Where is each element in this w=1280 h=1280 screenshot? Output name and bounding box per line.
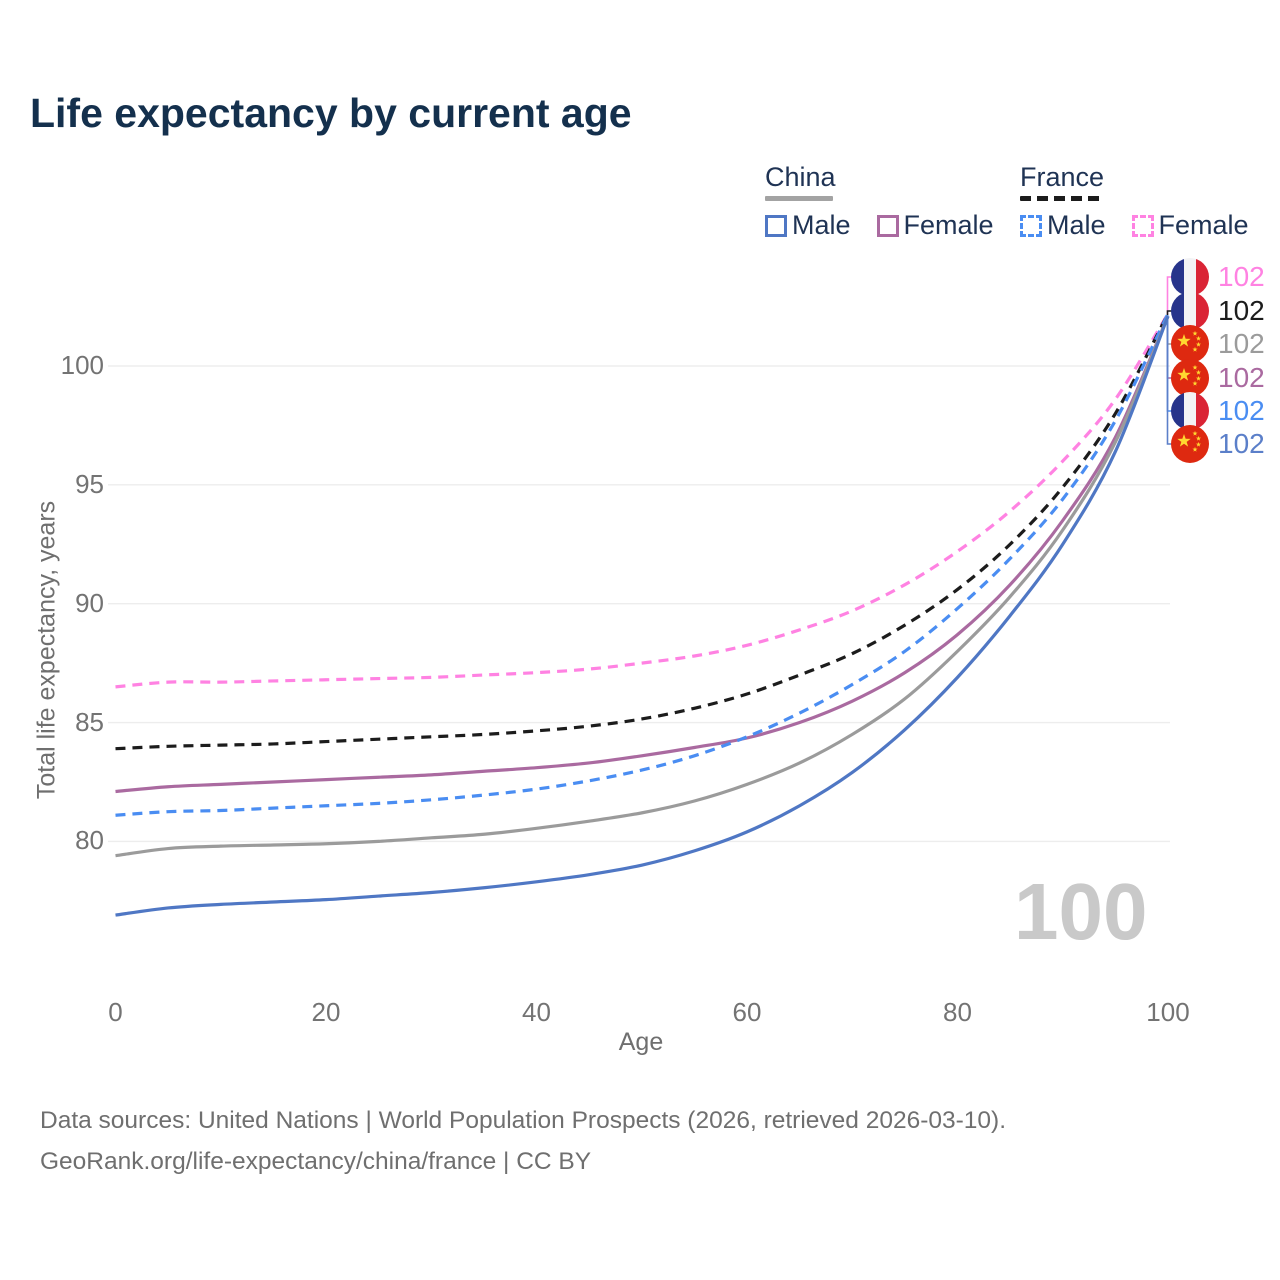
line-china-both xyxy=(115,315,1170,858)
x-tick-label: 80 xyxy=(943,997,972,1027)
y-axis-title: Total life expectancy, years xyxy=(32,500,61,800)
france-flag-icon xyxy=(1171,392,1209,430)
end-label-france-female: 102 xyxy=(1171,258,1265,296)
legend-item-france-female[interactable]: Female xyxy=(1131,210,1249,241)
china-male-checkbox-icon[interactable] xyxy=(765,214,787,237)
end-label-france-both: 102 xyxy=(1171,292,1265,330)
end-label-china-male: 102 xyxy=(1171,425,1265,463)
end-label-china-both: 102 xyxy=(1171,325,1265,363)
legend-item-china-male[interactable]: Male xyxy=(765,210,851,241)
leader-line-1 xyxy=(1166,310,1172,315)
footer: Data sources: United Nations | World Pop… xyxy=(40,1100,1006,1182)
france-flag-icon xyxy=(1171,258,1209,296)
end-label-value: 102 xyxy=(1218,395,1265,426)
footer-attribution: GeoRank.org/life-expectancy/china/france… xyxy=(40,1148,592,1175)
y-tick-label: 90 xyxy=(75,587,104,618)
x-tick-label: 20 xyxy=(311,997,341,1027)
page-title: Life expectancy by current age xyxy=(30,90,632,136)
legend-item-china-female[interactable]: Female xyxy=(876,210,994,241)
china-flag-icon xyxy=(1171,359,1209,397)
legend-france-label: France xyxy=(1020,162,1105,192)
line-china-male xyxy=(115,315,1170,917)
y-tick-label: 100 xyxy=(60,350,104,380)
legend-item-france-male[interactable]: Male xyxy=(1020,210,1106,241)
end-label-france-male: 102 xyxy=(1171,392,1265,430)
leader-line-0 xyxy=(1166,276,1172,315)
legend-group-france: France Male Female xyxy=(1020,162,1249,241)
x-tick-label: 40 xyxy=(522,997,551,1027)
end-label-china-female: 102 xyxy=(1171,359,1265,397)
legend-item-label: Male xyxy=(792,210,851,240)
legend-group-china: China Male Female xyxy=(765,162,994,241)
china-female-checkbox-icon[interactable] xyxy=(876,214,899,237)
end-label-value: 102 xyxy=(1218,261,1265,292)
france-flag-icon xyxy=(1171,292,1209,330)
age-counter-watermark: 100 xyxy=(1014,867,1148,956)
line-france-both xyxy=(115,312,1170,751)
end-label-value: 102 xyxy=(1218,362,1265,393)
china-flag-icon xyxy=(1171,425,1209,463)
legend-item-label: Male xyxy=(1047,210,1106,240)
france-male-checkbox-icon[interactable] xyxy=(1020,214,1042,237)
x-axis-title: Age xyxy=(618,1028,664,1056)
end-label-value: 102 xyxy=(1218,295,1265,326)
legend-item-label: Female xyxy=(1158,210,1249,240)
line-france-male xyxy=(115,312,1170,817)
end-label-value: 102 xyxy=(1218,328,1265,359)
y-tick-label: 80 xyxy=(75,825,104,856)
x-tick-label: 0 xyxy=(108,997,123,1027)
line-china-female xyxy=(115,315,1170,794)
china-flag-icon xyxy=(1171,325,1209,363)
legend-china-label: China xyxy=(765,162,836,192)
line-france-female xyxy=(115,312,1170,689)
legend-item-label: Female xyxy=(903,210,994,240)
end-label-value: 102 xyxy=(1218,428,1265,459)
france-line-swatch xyxy=(1020,196,1100,201)
y-tick-label: 95 xyxy=(75,468,104,499)
x-tick-label: 100 xyxy=(1146,997,1190,1027)
footer-data-sources: Data sources: United Nations | World Pop… xyxy=(40,1107,1007,1134)
china-line-swatch xyxy=(765,196,833,201)
france-female-checkbox-icon[interactable] xyxy=(1131,214,1154,237)
x-tick-label: 60 xyxy=(732,997,762,1027)
y-tick-label: 85 xyxy=(75,706,104,737)
leader-line-5 xyxy=(1166,315,1172,445)
